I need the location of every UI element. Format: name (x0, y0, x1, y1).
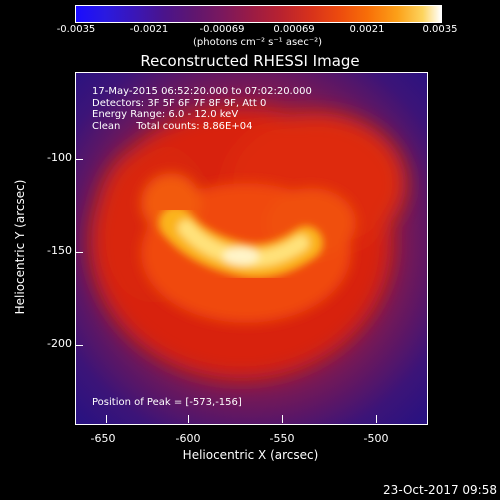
x-axis-tick-mark (188, 415, 189, 423)
x-tick-label: -500 (363, 432, 389, 445)
x-tick-label: -550 (269, 432, 295, 445)
render-timestamp: 23-Oct-2017 09:58 (383, 483, 497, 497)
y-axis-tick-mark (75, 252, 83, 253)
peak-position: Position of Peak = [-573,-156] (92, 397, 242, 408)
colorbar-tick: -0.0021 (129, 24, 169, 35)
info-energy-range: Energy Range: 6.0 - 12.0 keV (92, 109, 239, 120)
image-title: Reconstructed RHESSI Image (140, 52, 360, 70)
colorbar-tick: 0.0035 (422, 24, 458, 35)
colorbar-tick: 0.0021 (349, 24, 385, 35)
y-axis-label: Heliocentric Y (arcsec) (13, 179, 27, 315)
y-tick-label: -200 (47, 337, 72, 350)
y-tick-label: -100 (47, 151, 72, 164)
x-axis-tick-mark (106, 415, 107, 423)
colorbar-tick: -0.0035 (56, 24, 96, 35)
info-time-range: 17-May-2015 06:52:20.000 to 07:02:20.000 (92, 86, 312, 97)
colorbar (75, 5, 442, 23)
observation-info: 17-May-2015 06:52:20.000 to 07:02:20.000… (92, 86, 312, 132)
y-axis-tick-mark (75, 159, 83, 160)
colorbar-tick: 0.00069 (273, 24, 315, 35)
colorbar-unit: (photons cm⁻² s⁻¹ asec⁻²) (192, 37, 323, 48)
colorbar-ticks: -0.0035 -0.0021 -0.00069 0.00069 0.0021 … (0, 24, 500, 38)
x-tick-label: -650 (90, 432, 116, 445)
info-detectors: Detectors: 3F 5F 6F 7F 8F 9F, Att 0 (92, 97, 267, 109)
x-axis-label: Heliocentric X (arcsec) (182, 448, 319, 462)
y-tick-label: -150 (47, 244, 72, 257)
x-axis-tick-mark (376, 415, 377, 423)
colorbar-tick: -0.00069 (199, 24, 245, 35)
y-axis-tick-mark (75, 345, 83, 346)
rhessi-image (75, 72, 428, 425)
info-clean-counts: Clean Total counts: 8.86E+04 (92, 120, 253, 132)
rhessi-image-render (76, 73, 427, 424)
x-axis-tick-mark (282, 415, 283, 423)
x-tick-label: -600 (175, 432, 201, 445)
